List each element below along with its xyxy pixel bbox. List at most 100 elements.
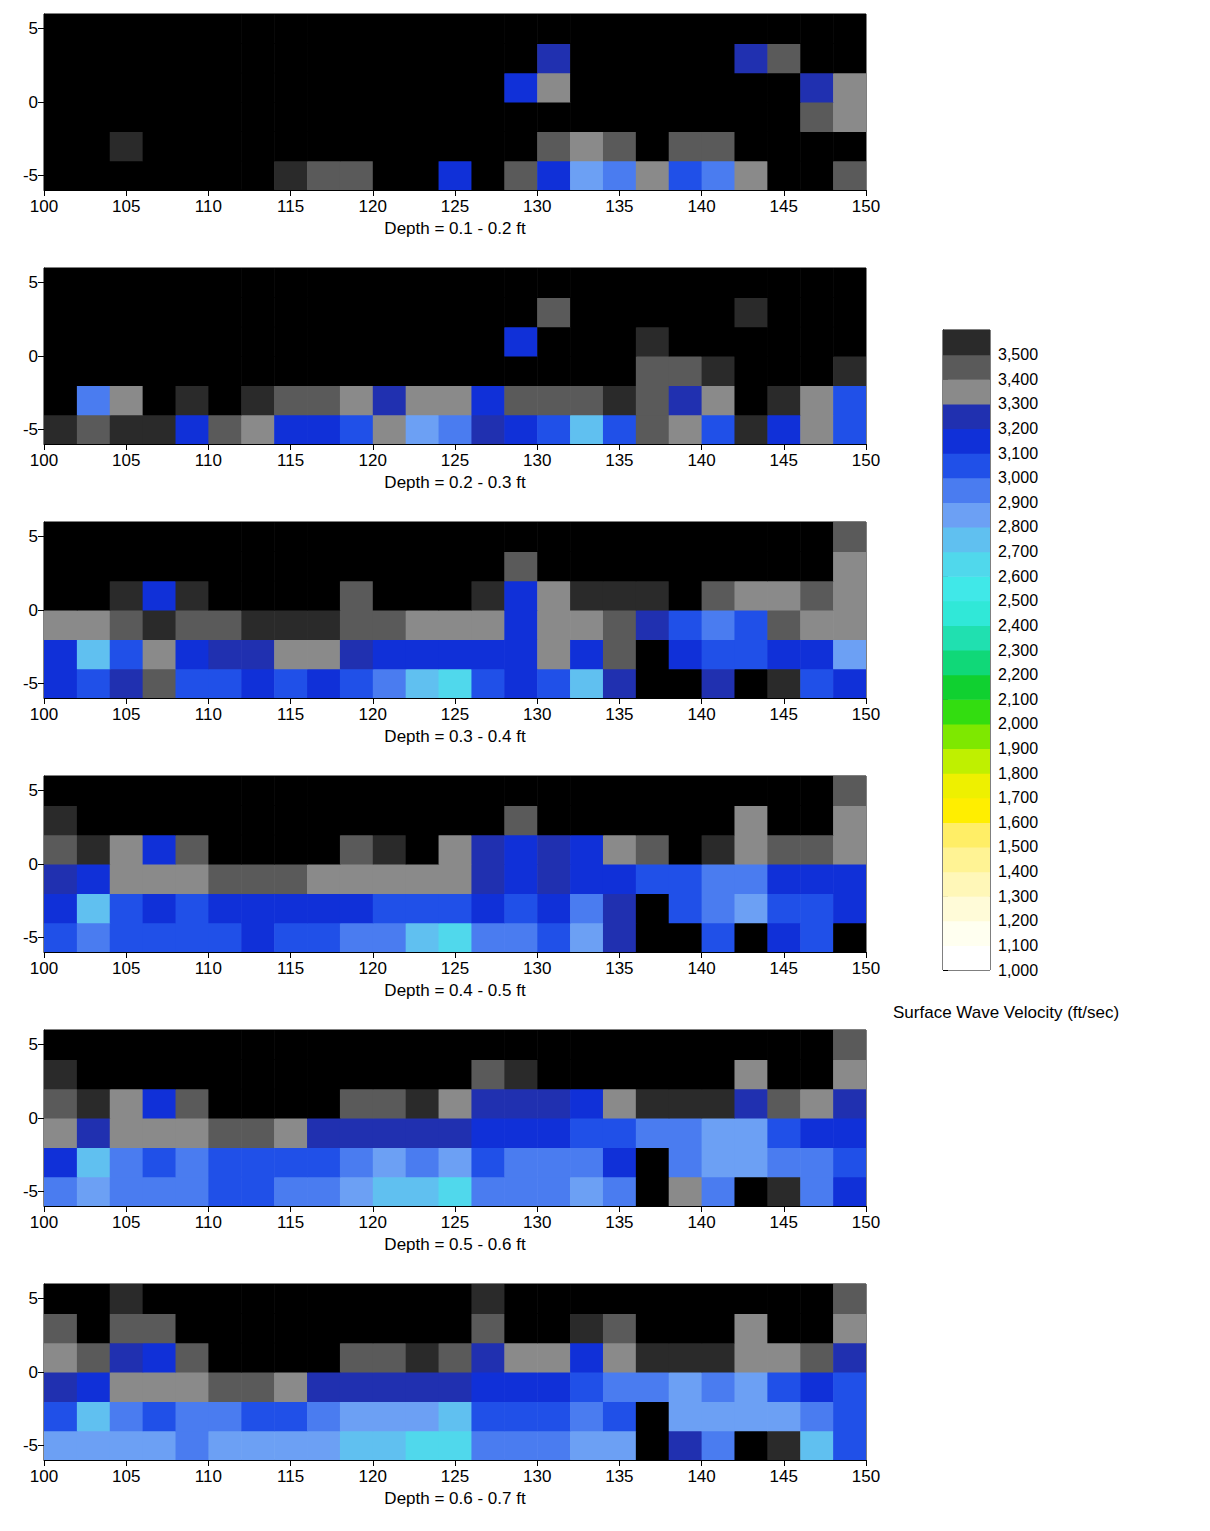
- svg-text:120: 120: [359, 197, 387, 216]
- svg-text:2,700: 2,700: [998, 543, 1038, 560]
- svg-text:135: 135: [605, 705, 633, 724]
- svg-text:2,200: 2,200: [998, 666, 1038, 683]
- svg-text:150: 150: [852, 451, 880, 470]
- svg-text:125: 125: [441, 197, 469, 216]
- svg-text:140: 140: [687, 1467, 715, 1486]
- svg-text:Depth = 0.4 - 0.5 ft: Depth = 0.4 - 0.5 ft: [384, 981, 526, 1000]
- svg-text:140: 140: [687, 705, 715, 724]
- svg-text:1,400: 1,400: [998, 863, 1038, 880]
- svg-text:125: 125: [441, 959, 469, 978]
- svg-text:0: 0: [29, 601, 38, 620]
- svg-text:130: 130: [523, 959, 551, 978]
- svg-text:100: 100: [30, 959, 58, 978]
- svg-text:Surface Wave Velocity (ft/sec): Surface Wave Velocity (ft/sec): [893, 1003, 1119, 1022]
- svg-text:125: 125: [441, 1467, 469, 1486]
- svg-text:105: 105: [112, 197, 140, 216]
- svg-text:105: 105: [112, 1213, 140, 1232]
- svg-text:100: 100: [30, 1467, 58, 1486]
- svg-text:150: 150: [852, 959, 880, 978]
- svg-text:110: 110: [195, 959, 222, 978]
- svg-text:0: 0: [29, 93, 38, 112]
- svg-text:-5: -5: [23, 1182, 38, 1201]
- svg-text:2,300: 2,300: [998, 642, 1038, 659]
- svg-text:130: 130: [523, 197, 551, 216]
- svg-text:150: 150: [852, 1213, 880, 1232]
- svg-text:1,700: 1,700: [998, 789, 1038, 806]
- svg-text:5: 5: [29, 273, 38, 292]
- svg-text:3,500: 3,500: [998, 346, 1038, 363]
- svg-text:-5: -5: [23, 420, 38, 439]
- svg-text:5: 5: [29, 19, 38, 38]
- svg-text:1,900: 1,900: [998, 740, 1038, 757]
- svg-text:3,200: 3,200: [998, 420, 1038, 437]
- svg-text:Depth = 0.6 - 0.7 ft: Depth = 0.6 - 0.7 ft: [384, 1489, 526, 1508]
- svg-text:-5: -5: [23, 928, 38, 947]
- svg-text:130: 130: [523, 1213, 551, 1232]
- svg-text:100: 100: [30, 197, 58, 216]
- svg-text:0: 0: [29, 1109, 38, 1128]
- svg-text:0: 0: [29, 855, 38, 874]
- svg-text:-5: -5: [23, 674, 38, 693]
- svg-text:145: 145: [770, 1467, 798, 1486]
- svg-text:Depth = 0.5 - 0.6 ft: Depth = 0.5 - 0.6 ft: [384, 1235, 526, 1254]
- svg-text:2,400: 2,400: [998, 617, 1038, 634]
- svg-text:2,100: 2,100: [998, 691, 1038, 708]
- svg-text:Depth = 0.3 - 0.4 ft: Depth = 0.3 - 0.4 ft: [384, 727, 526, 746]
- svg-text:0: 0: [29, 347, 38, 366]
- svg-text:135: 135: [605, 1467, 633, 1486]
- svg-text:115: 115: [277, 705, 304, 724]
- svg-text:140: 140: [687, 197, 715, 216]
- svg-text:120: 120: [359, 1213, 387, 1232]
- svg-text:125: 125: [441, 451, 469, 470]
- svg-text:3,300: 3,300: [998, 395, 1038, 412]
- svg-text:115: 115: [277, 959, 304, 978]
- svg-text:105: 105: [112, 1467, 140, 1486]
- svg-text:105: 105: [112, 705, 140, 724]
- svg-text:5: 5: [29, 1289, 38, 1308]
- svg-text:5: 5: [29, 527, 38, 546]
- svg-text:5: 5: [29, 1035, 38, 1054]
- svg-text:135: 135: [605, 451, 633, 470]
- svg-text:3,000: 3,000: [998, 469, 1038, 486]
- svg-text:1,500: 1,500: [998, 838, 1038, 855]
- svg-text:150: 150: [852, 197, 880, 216]
- svg-text:120: 120: [359, 1467, 387, 1486]
- svg-text:-5: -5: [23, 166, 38, 185]
- svg-text:115: 115: [277, 197, 304, 216]
- svg-text:120: 120: [359, 705, 387, 724]
- svg-text:110: 110: [195, 705, 222, 724]
- svg-text:145: 145: [770, 1213, 798, 1232]
- svg-text:-5: -5: [23, 1436, 38, 1455]
- svg-text:110: 110: [195, 1213, 222, 1232]
- svg-text:1,200: 1,200: [998, 912, 1038, 929]
- svg-text:140: 140: [687, 959, 715, 978]
- svg-text:130: 130: [523, 705, 551, 724]
- svg-text:110: 110: [195, 197, 222, 216]
- svg-text:100: 100: [30, 1213, 58, 1232]
- svg-text:100: 100: [30, 705, 58, 724]
- svg-text:105: 105: [112, 959, 140, 978]
- svg-text:150: 150: [852, 1467, 880, 1486]
- svg-text:1,600: 1,600: [998, 814, 1038, 831]
- svg-text:120: 120: [359, 959, 387, 978]
- svg-text:125: 125: [441, 705, 469, 724]
- svg-text:130: 130: [523, 451, 551, 470]
- svg-text:145: 145: [770, 705, 798, 724]
- svg-text:5: 5: [29, 781, 38, 800]
- svg-text:110: 110: [195, 451, 222, 470]
- svg-text:Depth = 0.1 - 0.2 ft: Depth = 0.1 - 0.2 ft: [384, 219, 526, 238]
- svg-text:2,500: 2,500: [998, 592, 1038, 609]
- svg-text:145: 145: [770, 451, 798, 470]
- svg-text:1,800: 1,800: [998, 765, 1038, 782]
- svg-text:125: 125: [441, 1213, 469, 1232]
- svg-text:2,800: 2,800: [998, 518, 1038, 535]
- svg-text:3,100: 3,100: [998, 445, 1038, 462]
- svg-text:145: 145: [770, 197, 798, 216]
- svg-text:100: 100: [30, 451, 58, 470]
- svg-text:2,900: 2,900: [998, 494, 1038, 511]
- svg-text:1,000: 1,000: [998, 962, 1038, 979]
- svg-text:3,400: 3,400: [998, 371, 1038, 388]
- svg-text:2,600: 2,600: [998, 568, 1038, 585]
- svg-text:1,300: 1,300: [998, 888, 1038, 905]
- svg-text:105: 105: [112, 451, 140, 470]
